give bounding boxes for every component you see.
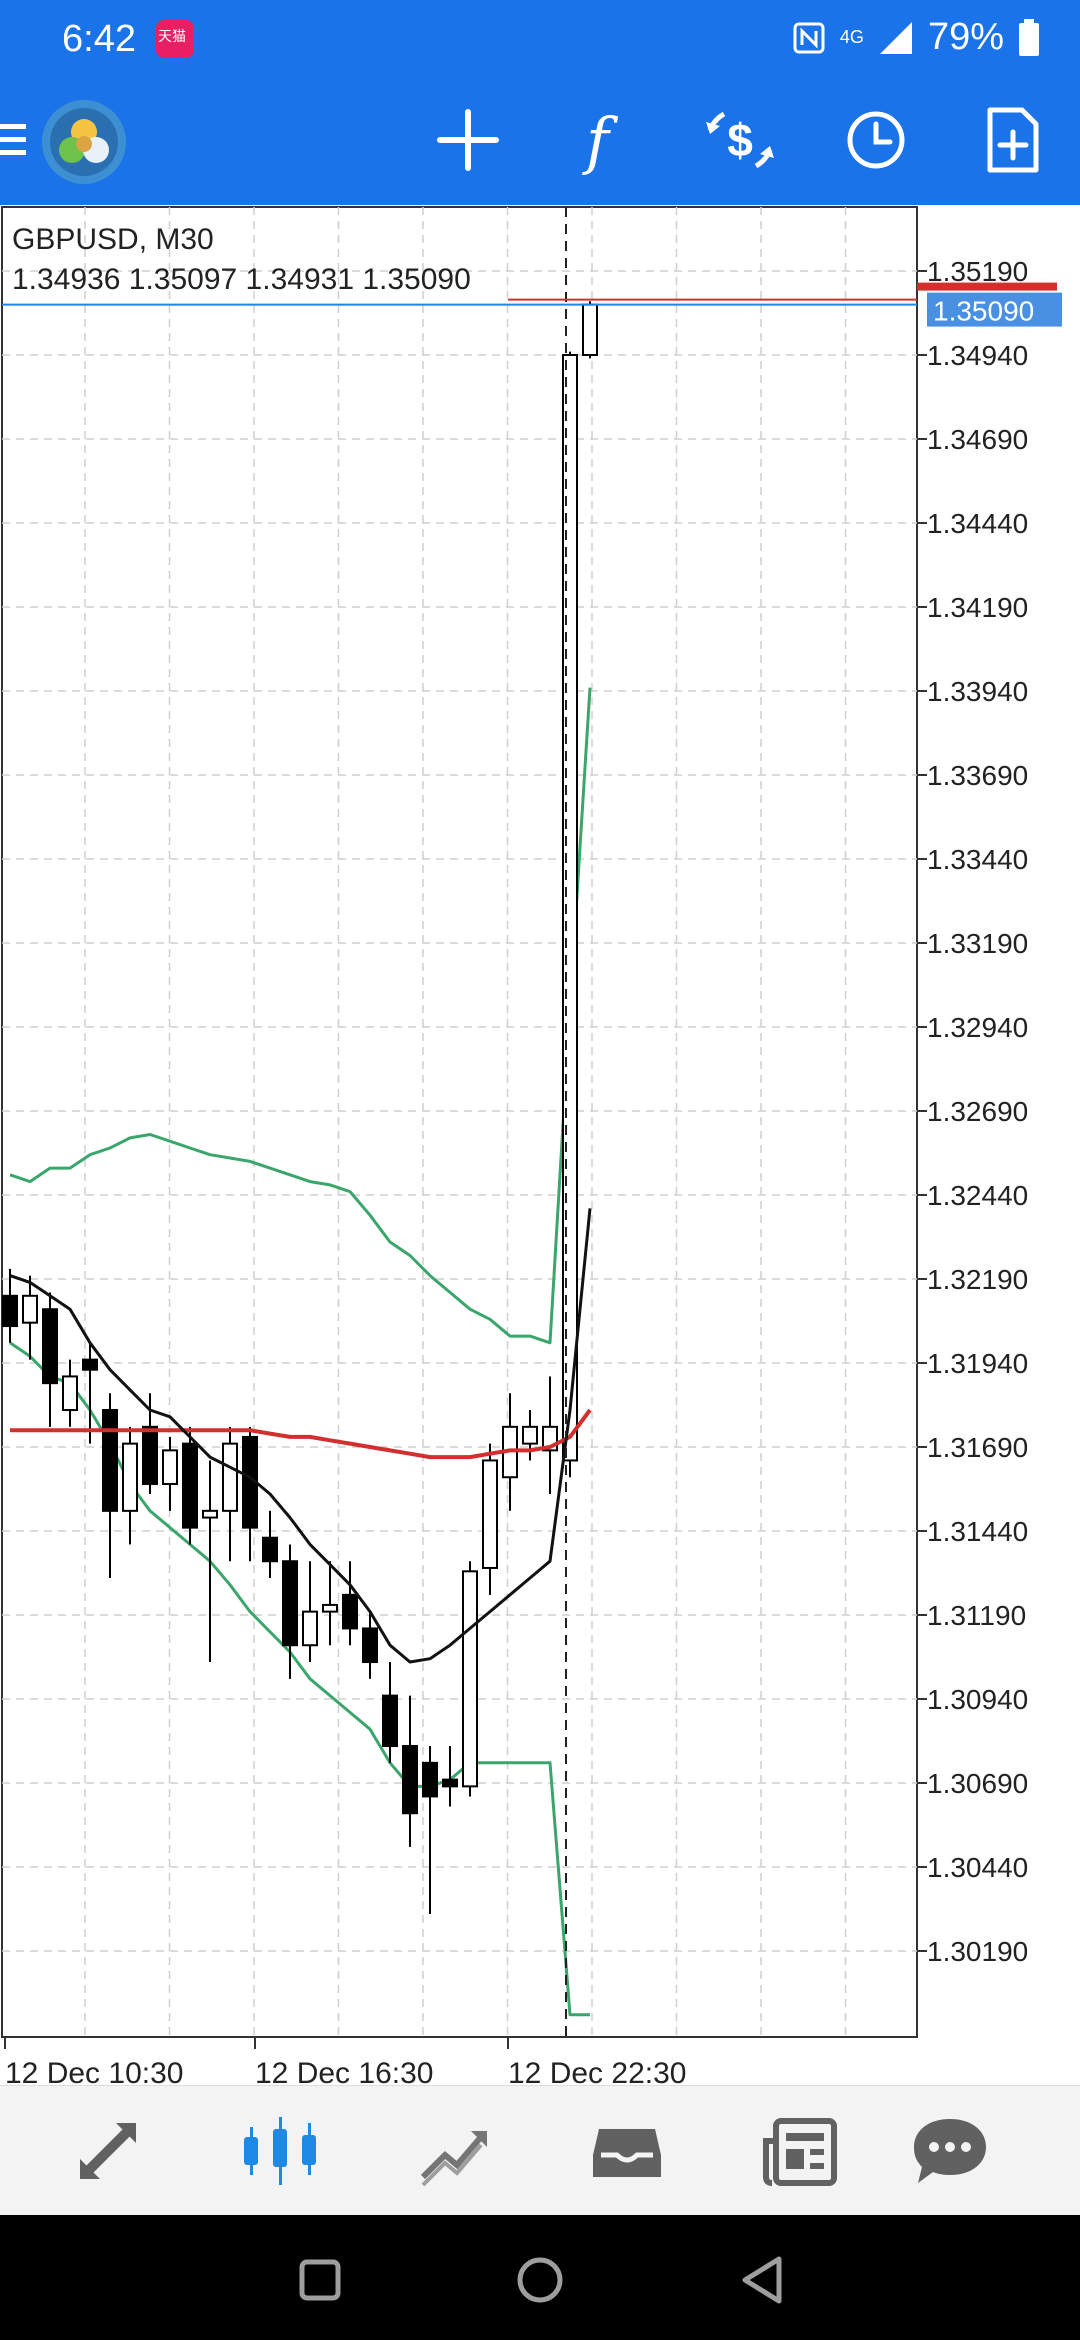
candle-body [382, 1694, 398, 1748]
app-logo-icon[interactable] [42, 100, 126, 184]
price-tick-label: 1.34440 [927, 508, 1028, 539]
candle-body [2, 1294, 18, 1328]
time-label: 12 Dec 22:30 [508, 2057, 686, 2085]
candle-body [462, 1570, 478, 1788]
price-tick-label: 1.31690 [927, 1432, 1028, 1463]
trade-chart-icon [420, 2131, 487, 2187]
status-indicators: 4G 79% [792, 16, 1040, 59]
time-label: 12 Dec 10:30 [5, 2057, 183, 2085]
ask-price-marker [917, 282, 1057, 291]
price-tick-label: 1.34190 [927, 592, 1028, 623]
candle-body [582, 303, 598, 356]
candle-body [442, 1778, 458, 1788]
chart-symbol: GBPUSD, M30 [12, 223, 214, 256]
price-tick-label: 1.30940 [927, 1684, 1028, 1715]
network-label: 4G [839, 27, 864, 47]
candle-body [482, 1459, 498, 1569]
candle-body [222, 1442, 238, 1512]
candle-body [202, 1509, 218, 1519]
chart-canvas[interactable]: 1.35190 1.34940 1.34690 1.34440 1.34190 1.339… [0, 205, 1080, 2085]
history-tab[interactable] [572, 2106, 682, 2196]
messages-tab[interactable] [895, 2106, 1005, 2196]
top-toolbar: f $ [0, 80, 1080, 205]
current-price-badge [927, 292, 1062, 327]
trade-icon[interactable]: $ [700, 100, 780, 180]
price-tick-label: 1.33190 [927, 928, 1028, 959]
time-label: 12 Dec 16:30 [255, 2057, 433, 2085]
price-tick-label: 1.30690 [927, 1768, 1028, 1799]
candle-body [82, 1358, 98, 1371]
back-button[interactable] [727, 2245, 797, 2315]
chart-icon [244, 2117, 316, 2185]
recents-button[interactable] [285, 2245, 355, 2315]
candle-body [42, 1308, 58, 1385]
indicators-label: f [586, 104, 609, 177]
price-tick-label: 1.34690 [927, 424, 1028, 455]
indicators-icon[interactable]: f [564, 100, 644, 180]
system-navigation-bar [0, 2215, 1080, 2340]
messages-icon [914, 2119, 986, 2183]
candle-body [422, 1761, 438, 1798]
moving-average-red-line [10, 1408, 592, 1460]
price-tick-label: 1.31940 [927, 1348, 1028, 1379]
price-chart[interactable]: 1.35190 1.34940 1.34690 1.34440 1.34190 1.339… [0, 205, 1080, 2085]
news-tab[interactable] [745, 2106, 855, 2196]
nfc-icon [792, 21, 826, 55]
templates-icon[interactable] [972, 100, 1052, 180]
candle-body [162, 1449, 178, 1485]
menu-icon[interactable] [0, 120, 30, 160]
app-badge-text: 天猫 [158, 28, 186, 44]
price-tick-label: 1.32940 [927, 1012, 1028, 1043]
status-time: 6:42 [62, 18, 136, 60]
candle-body [142, 1425, 158, 1485]
candle-body [22, 1294, 38, 1324]
status-bar: 6:42 天猫 4G 79% [0, 0, 1080, 80]
price-tick-label: 1.33690 [927, 760, 1028, 791]
candle-body [262, 1536, 278, 1563]
plot-frame [1, 206, 918, 2038]
price-tick-label: 1.32690 [927, 1096, 1028, 1127]
candle-body [122, 1442, 138, 1512]
battery-percent: 79% [927, 16, 1004, 58]
home-button[interactable] [505, 2245, 575, 2315]
current-price-label: 1.35090 [933, 296, 1034, 327]
trade-tab[interactable] [400, 2106, 510, 2196]
price-tick-label: 1.30190 [927, 1936, 1028, 1967]
candle-body [362, 1627, 378, 1664]
moving-average-black-line [9, 1208, 592, 1664]
crosshair-icon[interactable] [428, 100, 508, 180]
quotes-icon [80, 2123, 136, 2179]
candle-body [102, 1409, 118, 1512]
price-tick-label: 1.32440 [927, 1180, 1028, 1211]
price-tick-label: 1.35190 [927, 256, 1028, 287]
app-notification-icon: 天猫 [156, 20, 194, 58]
price-tick-label: 1.30440 [927, 1852, 1028, 1883]
price-tick-label: 1.34940 [927, 340, 1028, 371]
candle-body [302, 1610, 318, 1647]
news-icon [763, 2118, 837, 2186]
candle-body [62, 1375, 78, 1412]
battery-icon [1018, 18, 1040, 57]
chart-ohlc: 1.34936 1.35097 1.34931 1.35090 [12, 263, 471, 296]
price-tick-label: 1.32190 [927, 1264, 1028, 1295]
bottom-navigation [0, 2085, 1080, 2216]
timeframe-icon[interactable] [836, 100, 916, 180]
price-tick-label: 1.33940 [927, 676, 1028, 707]
price-tick-label: 1.33440 [927, 844, 1028, 875]
price-tick-label: 1.31440 [927, 1516, 1028, 1547]
candle-body [182, 1442, 198, 1529]
candle-body [522, 1425, 538, 1445]
signal-icon [878, 20, 914, 56]
candle-body [282, 1560, 298, 1647]
candle-body [402, 1745, 418, 1815]
candle-body [322, 1603, 338, 1613]
chart-tab[interactable] [225, 2106, 335, 2196]
quotes-tab[interactable] [53, 2106, 163, 2196]
candle-body [342, 1593, 358, 1630]
svg-text:$: $ [727, 114, 753, 166]
history-icon [593, 2129, 661, 2177]
price-tick-label: 1.31190 [927, 1600, 1026, 1631]
band-upper-line [9, 687, 592, 1345]
